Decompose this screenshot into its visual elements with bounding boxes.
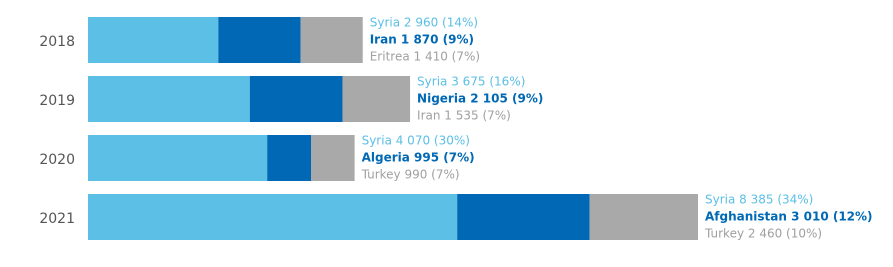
value-label: Syria 4 070 (30%) bbox=[362, 134, 470, 148]
value-label: Iran 1 870 (9%) bbox=[370, 33, 474, 47]
value-label: Iran 1 535 (7%) bbox=[417, 109, 511, 123]
value-label: Afghanistan 3 010 (12%) bbox=[705, 210, 873, 224]
bar-segment bbox=[310, 135, 355, 181]
value-label: Syria 3 675 (16%) bbox=[417, 75, 525, 89]
bar-segment bbox=[88, 194, 458, 240]
category-label: 2019 bbox=[39, 93, 75, 109]
bar-segment bbox=[88, 135, 268, 181]
category-label: 2020 bbox=[39, 152, 75, 168]
value-label: Algeria 995 (7%) bbox=[362, 151, 475, 165]
bar-segment bbox=[457, 194, 590, 240]
bar-segment bbox=[342, 76, 411, 122]
bar-segment bbox=[88, 76, 250, 122]
value-label: Turkey 2 460 (10%) bbox=[704, 227, 822, 241]
value-label: Nigeria 2 105 (9%) bbox=[417, 92, 543, 106]
bar-segment bbox=[267, 135, 311, 181]
category-label: 2021 bbox=[39, 211, 75, 227]
bar-segment bbox=[88, 17, 219, 63]
value-label: Syria 2 960 (14%) bbox=[370, 16, 478, 30]
bar-segment bbox=[249, 76, 343, 122]
bar-segment bbox=[300, 17, 363, 63]
value-label: Eritrea 1 410 (7%) bbox=[370, 50, 480, 64]
bar-segment bbox=[218, 17, 301, 63]
category-label: 2018 bbox=[39, 34, 75, 50]
value-label: Turkey 990 (7%) bbox=[361, 168, 460, 182]
value-label: Syria 8 385 (34%) bbox=[705, 193, 813, 207]
bar-segment bbox=[589, 194, 698, 240]
